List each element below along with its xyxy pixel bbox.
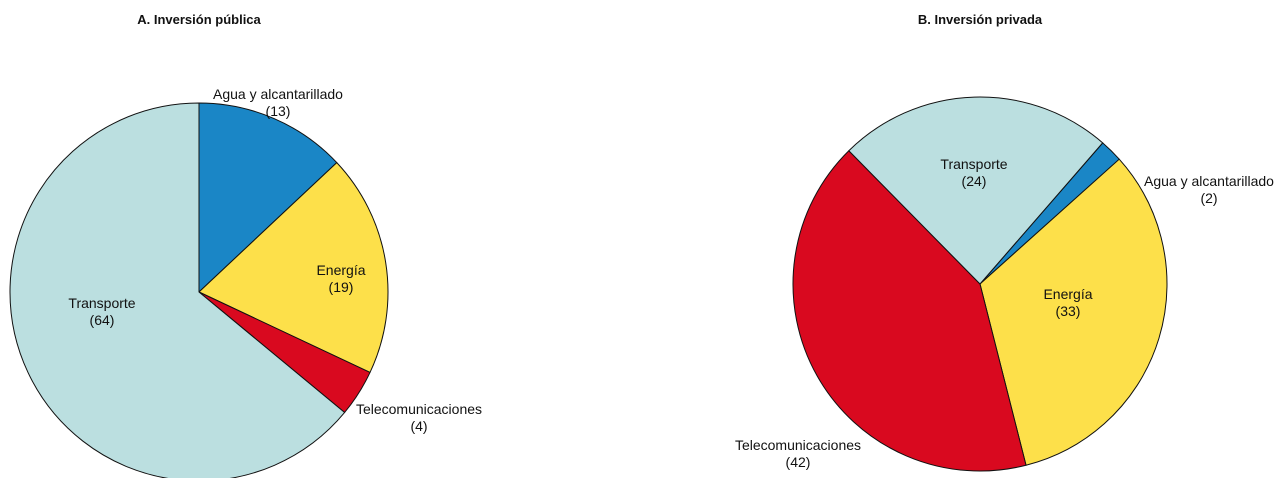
slice-label-name: Agua y alcantarillado bbox=[213, 86, 343, 102]
slice-label-transporte: Transporte (24) bbox=[940, 156, 1007, 189]
pie-slice-transporte bbox=[9, 102, 346, 478]
chart-b-title: B. Inversión privada bbox=[917, 12, 1043, 27]
slice-label-value: (42) bbox=[786, 454, 811, 470]
slice-label-name: Transporte bbox=[68, 295, 135, 311]
slice-label-agua-y-alcantarillado: Agua y alcantarillado (2) bbox=[1144, 173, 1274, 206]
slice-label-name: Energía bbox=[1043, 286, 1092, 302]
pie-chart-public: Agua y alcantarillado (13) Energía (19) Tele… bbox=[9, 86, 482, 478]
slice-label-energia: Energía (19) bbox=[316, 262, 365, 295]
slice-label-telecomunicaciones: Telecomunicaciones (42) bbox=[735, 437, 861, 470]
slice-label-name: Transporte bbox=[940, 156, 1007, 172]
pie-chart-private: Agua y alcantarillado (2) Energía (33) Telec… bbox=[735, 96, 1274, 472]
slice-label-name: Telecomunicaciones bbox=[356, 401, 482, 417]
slice-label-value: (33) bbox=[1056, 303, 1081, 319]
pie-slice-energia bbox=[979, 158, 1168, 466]
chart-a-title: A. Inversión pública bbox=[137, 12, 261, 27]
pie-slice-telecomunicaciones bbox=[792, 150, 1027, 472]
slice-label-value: (4) bbox=[410, 418, 427, 434]
slice-label-name: Telecomunicaciones bbox=[735, 437, 861, 453]
slice-label-name: Agua y alcantarillado bbox=[1144, 173, 1274, 189]
pie-slice-energia bbox=[198, 162, 389, 373]
slice-label-name: Energía bbox=[316, 262, 365, 278]
slice-label-value: (19) bbox=[329, 279, 354, 295]
pie-slice-agua-y-alcantarillado bbox=[198, 102, 338, 293]
slice-label-value: (2) bbox=[1200, 190, 1217, 206]
slice-label-transporte: Transporte (64) bbox=[68, 295, 135, 328]
slice-label-energia: Energía (33) bbox=[1043, 286, 1092, 319]
slice-label-value: (13) bbox=[266, 103, 291, 119]
pie-slice-transporte bbox=[848, 96, 1104, 285]
slice-label-telecomunicaciones: Telecomunicaciones (4) bbox=[356, 401, 482, 434]
slice-label-value: (64) bbox=[90, 312, 115, 328]
slice-label-value: (24) bbox=[962, 173, 987, 189]
slice-label-agua-y-alcantarillado: Agua y alcantarillado (13) bbox=[213, 86, 343, 119]
